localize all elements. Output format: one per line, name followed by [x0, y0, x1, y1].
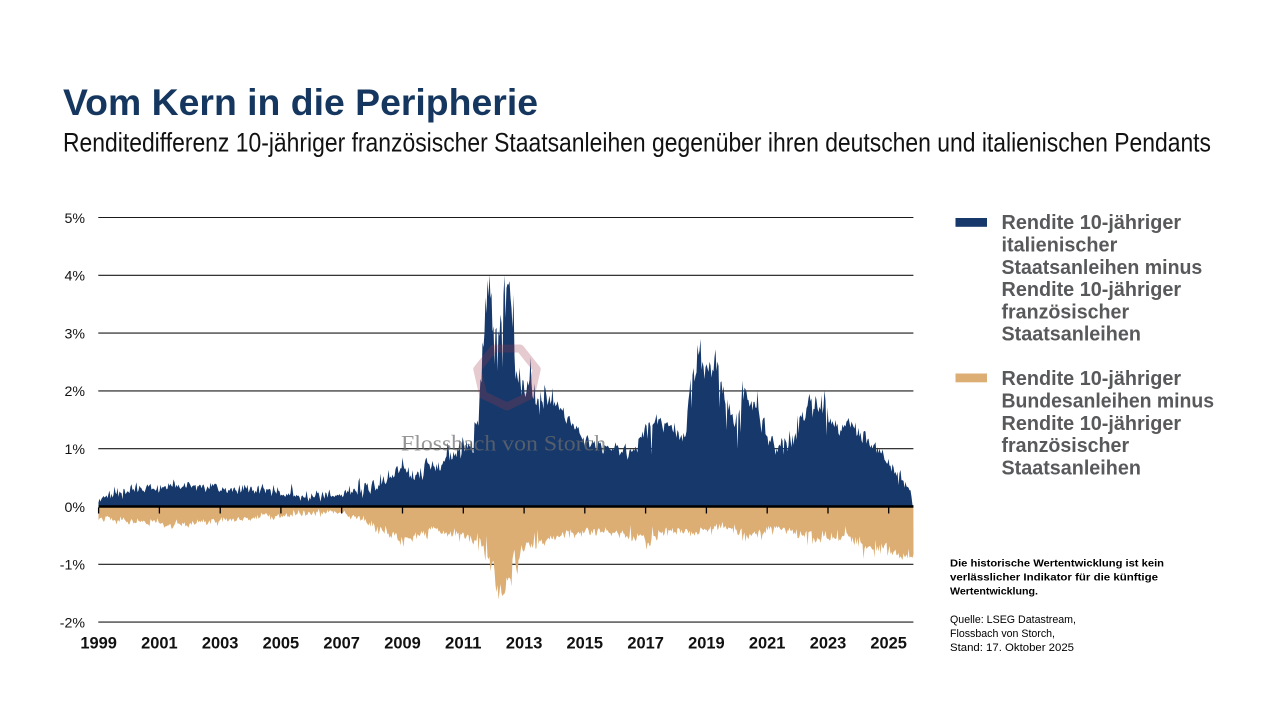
svg-text:2023: 2023 [810, 635, 847, 653]
svg-text:französischer: französischer [1002, 301, 1130, 323]
svg-text:2017: 2017 [627, 635, 664, 653]
svg-text:1999: 1999 [80, 635, 117, 653]
svg-text:2011: 2011 [445, 635, 482, 653]
svg-text:verlässlicher Indikator für di: verlässlicher Indikator für die künftige [950, 573, 1158, 584]
svg-text:Rendite 10-jähriger: Rendite 10-jähriger [1002, 368, 1182, 390]
svg-text:1%: 1% [64, 442, 85, 458]
svg-text:Rendite 10-jähriger: Rendite 10-jähriger [1002, 212, 1182, 234]
svg-text:Flossbach von Storch: Flossbach von Storch [401, 431, 606, 456]
svg-text:Flossbach von Storch,: Flossbach von Storch, [950, 628, 1055, 640]
svg-text:2025: 2025 [870, 635, 907, 653]
svg-text:-2%: -2% [60, 615, 86, 631]
svg-text:Renditedifferenz 10-jähriger f: Renditedifferenz 10-jähriger französisch… [63, 128, 1211, 158]
svg-text:5%: 5% [64, 211, 85, 227]
svg-text:Die historische Wertentwicklun: Die historische Wertentwicklung ist kein [950, 559, 1164, 570]
svg-text:Bundesanleihen minus: Bundesanleihen minus [1002, 391, 1215, 413]
svg-text:französischer: französischer [1002, 435, 1130, 457]
svg-text:italienischer: italienischer [1002, 235, 1118, 257]
svg-text:Rendite 10-jähriger: Rendite 10-jähriger [1002, 413, 1182, 435]
svg-text:Quelle: LSEG Datastream,: Quelle: LSEG Datastream, [950, 614, 1076, 626]
svg-text:0%: 0% [64, 500, 85, 516]
svg-text:-1%: -1% [60, 558, 86, 574]
svg-text:2009: 2009 [384, 635, 421, 653]
svg-text:Vom Kern in die Peripherie: Vom Kern in die Peripherie [63, 82, 538, 123]
svg-text:2007: 2007 [323, 635, 360, 653]
svg-text:Staatsanleihen: Staatsanleihen [1002, 457, 1141, 479]
svg-text:2003: 2003 [202, 635, 239, 653]
svg-text:Rendite 10-jähriger: Rendite 10-jähriger [1002, 279, 1182, 301]
svg-text:Stand: 17. Oktober 2025: Stand: 17. Oktober 2025 [950, 642, 1074, 654]
svg-text:2%: 2% [64, 384, 85, 400]
svg-text:4%: 4% [64, 269, 85, 285]
svg-text:2005: 2005 [263, 635, 300, 653]
svg-text:2001: 2001 [141, 635, 178, 653]
svg-text:Wertentwicklung.: Wertentwicklung. [950, 587, 1038, 598]
svg-text:2019: 2019 [688, 635, 725, 653]
svg-text:2013: 2013 [506, 635, 543, 653]
svg-text:2021: 2021 [749, 635, 786, 653]
svg-text:Staatsanleihen minus: Staatsanleihen minus [1002, 257, 1203, 279]
svg-text:Staatsanleihen: Staatsanleihen [1002, 324, 1141, 346]
svg-text:2015: 2015 [567, 635, 604, 653]
svg-text:3%: 3% [64, 326, 85, 342]
